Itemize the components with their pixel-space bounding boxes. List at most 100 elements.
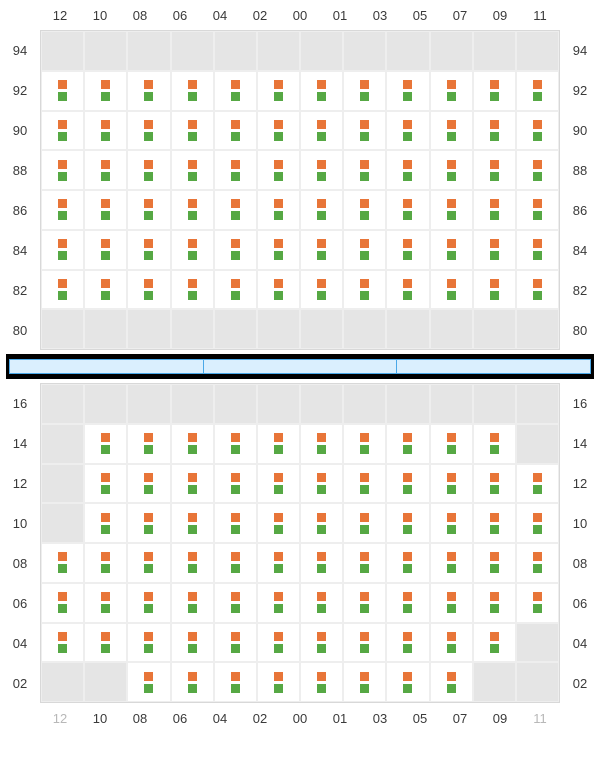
- cell-active[interactable]: [41, 190, 84, 230]
- cell-active[interactable]: [300, 71, 343, 111]
- cell-active[interactable]: [127, 623, 170, 663]
- cell-active[interactable]: [300, 270, 343, 310]
- cell-active[interactable]: [386, 543, 429, 583]
- cell-active[interactable]: [516, 190, 559, 230]
- cell-active[interactable]: [171, 111, 214, 151]
- cell-active[interactable]: [386, 503, 429, 543]
- cell-active[interactable]: [84, 71, 127, 111]
- cell-active[interactable]: [41, 623, 84, 663]
- cell-active[interactable]: [127, 503, 170, 543]
- cell-active[interactable]: [171, 543, 214, 583]
- cell-active[interactable]: [84, 503, 127, 543]
- cell-active[interactable]: [84, 623, 127, 663]
- cell-active[interactable]: [84, 424, 127, 464]
- cell-active[interactable]: [214, 662, 257, 702]
- cell-active[interactable]: [41, 150, 84, 190]
- cell-active[interactable]: [171, 424, 214, 464]
- cell-active[interactable]: [257, 71, 300, 111]
- cell-active[interactable]: [386, 424, 429, 464]
- cell-active[interactable]: [516, 270, 559, 310]
- cell-active[interactable]: [300, 503, 343, 543]
- cell-active[interactable]: [473, 150, 516, 190]
- cell-active[interactable]: [343, 71, 386, 111]
- cell-active[interactable]: [214, 230, 257, 270]
- cell-active[interactable]: [430, 503, 473, 543]
- cell-active[interactable]: [473, 424, 516, 464]
- cell-active[interactable]: [127, 230, 170, 270]
- cell-active[interactable]: [386, 71, 429, 111]
- cell-active[interactable]: [257, 543, 300, 583]
- cell-active[interactable]: [214, 270, 257, 310]
- cell-active[interactable]: [84, 583, 127, 623]
- cell-active[interactable]: [386, 583, 429, 623]
- cell-active[interactable]: [516, 71, 559, 111]
- cell-active[interactable]: [171, 623, 214, 663]
- cell-active[interactable]: [171, 230, 214, 270]
- cell-active[interactable]: [386, 190, 429, 230]
- cell-active[interactable]: [343, 111, 386, 151]
- cell-active[interactable]: [214, 111, 257, 151]
- cell-active[interactable]: [300, 623, 343, 663]
- cell-active[interactable]: [473, 503, 516, 543]
- cell-active[interactable]: [41, 543, 84, 583]
- cell-active[interactable]: [516, 543, 559, 583]
- cell-active[interactable]: [171, 150, 214, 190]
- cell-active[interactable]: [171, 583, 214, 623]
- cell-active[interactable]: [300, 230, 343, 270]
- cell-active[interactable]: [343, 543, 386, 583]
- cell-active[interactable]: [386, 270, 429, 310]
- cell-active[interactable]: [516, 230, 559, 270]
- cell-active[interactable]: [473, 71, 516, 111]
- cell-active[interactable]: [300, 111, 343, 151]
- cell-active[interactable]: [300, 662, 343, 702]
- cell-active[interactable]: [257, 662, 300, 702]
- cell-active[interactable]: [214, 464, 257, 504]
- cell-active[interactable]: [386, 623, 429, 663]
- cell-active[interactable]: [127, 190, 170, 230]
- cell-active[interactable]: [343, 662, 386, 702]
- cell-active[interactable]: [214, 424, 257, 464]
- cell-active[interactable]: [473, 230, 516, 270]
- cell-active[interactable]: [430, 464, 473, 504]
- cell-active[interactable]: [386, 662, 429, 702]
- cell-active[interactable]: [84, 270, 127, 310]
- cell-active[interactable]: [127, 543, 170, 583]
- cell-active[interactable]: [386, 111, 429, 151]
- cell-active[interactable]: [127, 424, 170, 464]
- cell-active[interactable]: [430, 424, 473, 464]
- cell-active[interactable]: [41, 230, 84, 270]
- cell-active[interactable]: [516, 150, 559, 190]
- cell-active[interactable]: [257, 464, 300, 504]
- cell-active[interactable]: [257, 190, 300, 230]
- cell-active[interactable]: [84, 230, 127, 270]
- cell-active[interactable]: [516, 464, 559, 504]
- cell-active[interactable]: [343, 464, 386, 504]
- cell-active[interactable]: [257, 230, 300, 270]
- cell-active[interactable]: [84, 190, 127, 230]
- cell-active[interactable]: [171, 71, 214, 111]
- cell-active[interactable]: [127, 71, 170, 111]
- cell-active[interactable]: [214, 623, 257, 663]
- cell-active[interactable]: [300, 150, 343, 190]
- cell-active[interactable]: [430, 662, 473, 702]
- cell-active[interactable]: [171, 662, 214, 702]
- cell-active[interactable]: [127, 583, 170, 623]
- cell-active[interactable]: [430, 150, 473, 190]
- cell-active[interactable]: [430, 270, 473, 310]
- cell-active[interactable]: [473, 111, 516, 151]
- cell-active[interactable]: [127, 150, 170, 190]
- cell-active[interactable]: [41, 270, 84, 310]
- cell-active[interactable]: [516, 503, 559, 543]
- cell-active[interactable]: [41, 111, 84, 151]
- cell-active[interactable]: [257, 150, 300, 190]
- cell-active[interactable]: [171, 503, 214, 543]
- cell-active[interactable]: [430, 623, 473, 663]
- cell-active[interactable]: [300, 190, 343, 230]
- cell-active[interactable]: [343, 270, 386, 310]
- cell-active[interactable]: [127, 464, 170, 504]
- cell-active[interactable]: [257, 503, 300, 543]
- cell-active[interactable]: [430, 190, 473, 230]
- cell-active[interactable]: [430, 543, 473, 583]
- cell-active[interactable]: [214, 71, 257, 111]
- cell-active[interactable]: [343, 190, 386, 230]
